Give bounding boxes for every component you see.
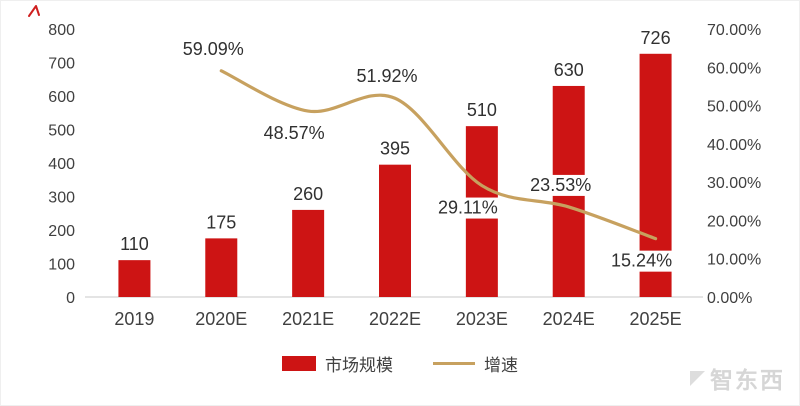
line-value-label: 23.53% xyxy=(530,175,591,195)
bar-value-label: 510 xyxy=(467,100,497,120)
bar xyxy=(292,209,325,297)
right-axis-tick-label: 30.00% xyxy=(707,175,761,192)
bar-value-label: 110 xyxy=(120,234,149,254)
category-label: 2023E xyxy=(456,309,508,329)
right-axis-tick-label: 10.00% xyxy=(707,252,761,269)
category-label: 2019 xyxy=(114,309,154,329)
category-label: 2021E xyxy=(282,309,334,329)
watermark-logo-icon xyxy=(690,370,705,386)
category-label: 2024E xyxy=(543,309,595,329)
legend: 市场规模 增速 xyxy=(1,351,799,376)
bar xyxy=(205,238,238,297)
bar xyxy=(379,164,411,297)
left-axis-tick-label: 100 xyxy=(48,257,75,274)
right-axis-tick-label: 70.00% xyxy=(707,22,761,39)
legend-label-growth: 增速 xyxy=(484,356,518,375)
left-axis-tick-label: 800 xyxy=(48,22,75,39)
legend-label-market-size: 市场规模 xyxy=(325,356,393,375)
line-value-label-bg xyxy=(353,66,421,88)
left-axis-tick-label: 500 xyxy=(48,123,75,140)
line-value-label-bg xyxy=(434,197,502,219)
line-value-label-bg xyxy=(608,250,675,272)
right-axis-tick-label: 60.00% xyxy=(707,60,761,77)
left-axis-tick-label: 300 xyxy=(48,190,75,207)
line-value-label-bg xyxy=(260,123,328,145)
right-axis-tick-label: 20.00% xyxy=(707,213,761,230)
right-axis-tick-label: 40.00% xyxy=(707,137,761,154)
category-label: 2022E xyxy=(369,309,421,329)
line-value-label: 48.57% xyxy=(264,123,325,143)
bar-value-label: 630 xyxy=(554,60,584,80)
legend-item-market-size: 市场规模 xyxy=(282,351,393,376)
legend-item-growth: 增速 xyxy=(433,351,518,376)
bar xyxy=(118,260,151,297)
line-value-label: 51.92% xyxy=(356,66,417,86)
category-label: 2020E xyxy=(195,309,247,329)
line-value-label: 29.11% xyxy=(438,198,498,218)
right-axis-tick-label: 0.00% xyxy=(707,290,752,307)
left-axis-tick-label: 400 xyxy=(48,156,75,173)
bar-value-label: 260 xyxy=(293,184,323,204)
legend-bar-swatch-icon xyxy=(282,356,316,371)
red-corner-mark-icon xyxy=(28,5,40,17)
line-value-label-bg xyxy=(179,38,247,60)
line-value-label-bg xyxy=(527,174,595,196)
bar-value-label: 395 xyxy=(380,139,410,159)
market-size-growth-chart: 0 100 200 300 400 500 600 700 800 0.00% 10.00% 20.0… xyxy=(28,5,761,329)
bar-value-label: 726 xyxy=(641,28,671,48)
left-axis-tick-label: 600 xyxy=(48,89,75,106)
left-axis-tick-label: 700 xyxy=(48,56,75,73)
legend-line-swatch-icon xyxy=(433,362,475,365)
left-axis-tick-label: 200 xyxy=(48,223,75,240)
line-value-label: 59.09% xyxy=(183,39,244,59)
category-label: 2025E xyxy=(630,309,682,329)
line-value-label: 15.24% xyxy=(611,251,672,271)
left-axis-tick-label: 0 xyxy=(66,290,75,307)
right-axis-tick-label: 50.00% xyxy=(707,99,761,116)
watermark-text: 智东西 xyxy=(710,367,785,393)
growth-line xyxy=(219,69,658,241)
watermark: 智东西 xyxy=(690,361,785,395)
bar-value-label: 175 xyxy=(206,212,236,232)
